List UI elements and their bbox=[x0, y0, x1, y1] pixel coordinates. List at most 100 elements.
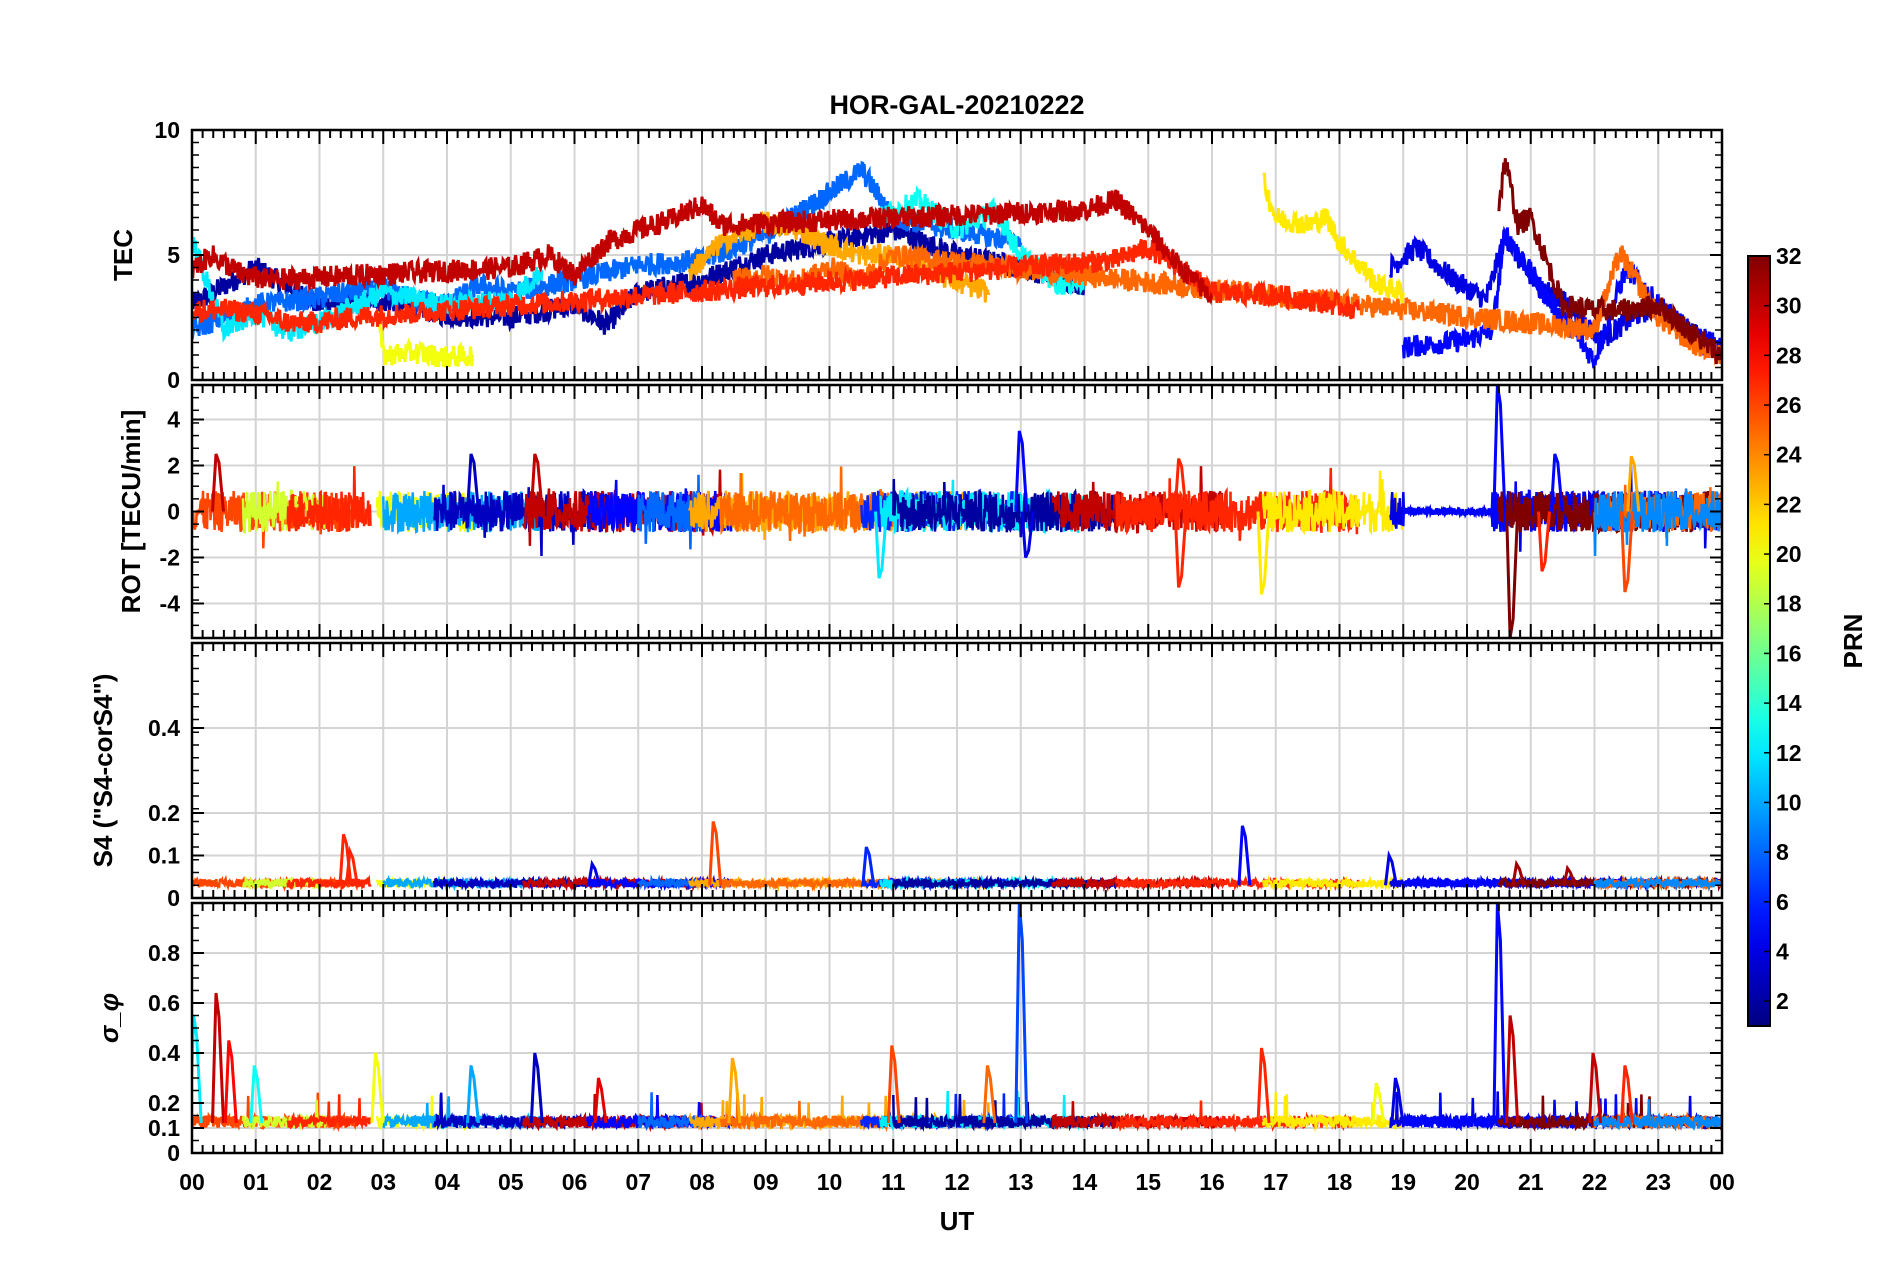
panel-data bbox=[192, 903, 1722, 1133]
sigma_phi-series bbox=[1115, 1100, 1360, 1133]
x-tick-label: 10 bbox=[817, 1169, 843, 1195]
sigma_phi-series bbox=[1593, 1099, 1722, 1132]
rot-peak bbox=[529, 453, 544, 512]
sigma_phi-peak bbox=[223, 1040, 238, 1124]
rot-peak bbox=[1014, 430, 1029, 512]
colorbar bbox=[1747, 255, 1771, 1027]
y-tick-label: 0 bbox=[167, 499, 180, 525]
panel-sigma_phi: 00.10.2 0.4 0.6 0.8 σ_φ bbox=[94, 901, 1724, 1166]
x-tick-label: 00 bbox=[1709, 1169, 1735, 1195]
y-tick-label: 0.8 bbox=[148, 940, 180, 966]
x-tick-label: 04 bbox=[434, 1169, 460, 1195]
colorbar-tick-label: 24 bbox=[1776, 442, 1802, 468]
sigma_phi-peak bbox=[1492, 903, 1507, 1124]
x-tick-label: 18 bbox=[1327, 1169, 1353, 1195]
sigma_phi-peak bbox=[727, 1057, 742, 1124]
rot-peak bbox=[1549, 453, 1564, 512]
y-tick-label: 0.1 bbox=[148, 1115, 180, 1141]
rot-peak bbox=[1619, 511, 1634, 593]
x-tick-label: 11 bbox=[881, 1169, 906, 1195]
sigma_phi-peak bbox=[886, 1045, 901, 1124]
colorbar-label: PRN bbox=[1838, 614, 1868, 669]
x-tick-label: 13 bbox=[1008, 1169, 1034, 1195]
colorbar-tick-label: 2 bbox=[1776, 988, 1789, 1014]
sigma_phi-peak bbox=[249, 1065, 264, 1124]
s4-peak bbox=[1237, 825, 1252, 886]
x-tick-label: 05 bbox=[498, 1169, 524, 1195]
rot-series bbox=[1261, 470, 1405, 536]
rot-peak bbox=[1492, 385, 1507, 512]
x-tick-label: 16 bbox=[1199, 1169, 1225, 1195]
s4-peak bbox=[1511, 859, 1526, 886]
x-tick-label: 23 bbox=[1645, 1169, 1671, 1195]
sigma_phi-peak bbox=[1014, 903, 1029, 1124]
panel-tec: 0 5 10 TEC bbox=[108, 117, 1724, 393]
y-tick-label: 0.4 bbox=[148, 1040, 180, 1066]
rot-peak bbox=[466, 453, 480, 512]
s4-peak bbox=[861, 846, 876, 886]
sigma_phi-peak bbox=[1390, 1077, 1405, 1124]
panel-s4: 0 0.1 0.2 0.4 S4 ("S4-corS4") bbox=[88, 641, 1724, 911]
rot-peak bbox=[211, 453, 225, 512]
x-tick-label: 01 bbox=[243, 1169, 269, 1195]
y-axis-label-rot: ROT [TECU/min] bbox=[116, 410, 146, 614]
x-axis-label: UT bbox=[940, 1206, 975, 1236]
panel-rot: -4 -2 0 2 4 ROT [TECU/min] bbox=[116, 383, 1724, 640]
x-tick-label: 12 bbox=[944, 1169, 970, 1195]
colorbar-tick-label: 8 bbox=[1776, 839, 1789, 865]
sigma_phi-peak bbox=[982, 1065, 997, 1124]
rot-peak bbox=[1626, 455, 1641, 512]
colorbar-tick-label: 16 bbox=[1776, 640, 1802, 666]
y-tick-label: 5 bbox=[167, 242, 180, 268]
y-axis-label-tec: TEC bbox=[108, 229, 138, 281]
rot-peak bbox=[1173, 511, 1188, 588]
sigma_phi-peak bbox=[1619, 1065, 1634, 1124]
rot-peak bbox=[1020, 511, 1035, 559]
sigma_phi-peak bbox=[529, 1052, 544, 1124]
rot-peak bbox=[1537, 511, 1551, 572]
colorbar-tick-label: 4 bbox=[1776, 938, 1789, 964]
colorbar-tick-label: 14 bbox=[1776, 690, 1802, 716]
x-tick-label: 09 bbox=[753, 1169, 779, 1195]
colorbar-tick-label: 26 bbox=[1776, 392, 1802, 418]
rot-series bbox=[286, 466, 372, 532]
rot-peak bbox=[1173, 458, 1188, 512]
y-axis-label-sigma-phi: σ_φ bbox=[94, 993, 124, 1043]
y-tick-label: 0.1 bbox=[148, 843, 180, 869]
y-tick-label: 0.6 bbox=[148, 990, 180, 1016]
colorbar-tick-label: 6 bbox=[1776, 889, 1789, 915]
sigma_phi-peak bbox=[192, 1015, 203, 1124]
sigma_phi-series bbox=[1261, 1092, 1405, 1133]
tec-series-prn-20 bbox=[375, 310, 474, 368]
s4-peak bbox=[587, 859, 602, 886]
panel-data bbox=[192, 158, 1722, 369]
x-tick-label: 06 bbox=[562, 1169, 588, 1195]
panel-data bbox=[192, 385, 1722, 638]
sigma_phi-peak bbox=[1505, 1015, 1520, 1124]
x-tick-label: 19 bbox=[1390, 1169, 1416, 1195]
x-tick-label: 14 bbox=[1072, 1169, 1098, 1195]
colorbar-tick-label: 30 bbox=[1776, 293, 1802, 319]
colorbar-tick-label: 32 bbox=[1776, 243, 1802, 269]
s4-series bbox=[1261, 874, 1405, 892]
x-tick-label: 02 bbox=[307, 1169, 333, 1195]
s4-peak bbox=[1562, 864, 1577, 886]
s4-series bbox=[1593, 874, 1722, 892]
sigma_phi-peak bbox=[466, 1065, 480, 1124]
sigma_phi-series bbox=[892, 1093, 1118, 1132]
y-tick-label: 0.2 bbox=[148, 1090, 180, 1116]
rot-peak bbox=[1256, 511, 1271, 595]
x-tick-label: 20 bbox=[1454, 1169, 1480, 1195]
colorbar-tick-label: 28 bbox=[1776, 342, 1802, 368]
sigma_phi-peak bbox=[211, 992, 225, 1124]
y-tick-label: 0.2 bbox=[148, 800, 180, 826]
rot-series bbox=[1593, 488, 1722, 557]
y-tick-label: 0 bbox=[167, 367, 180, 393]
sigma_phi-series bbox=[241, 1099, 327, 1131]
y-tick-label: 4 bbox=[167, 407, 180, 433]
sigma_phi-peak bbox=[1371, 1082, 1386, 1124]
rot-peak bbox=[1505, 511, 1520, 638]
y-tick-label: 2 bbox=[167, 453, 180, 479]
s4-peak bbox=[1384, 850, 1398, 886]
